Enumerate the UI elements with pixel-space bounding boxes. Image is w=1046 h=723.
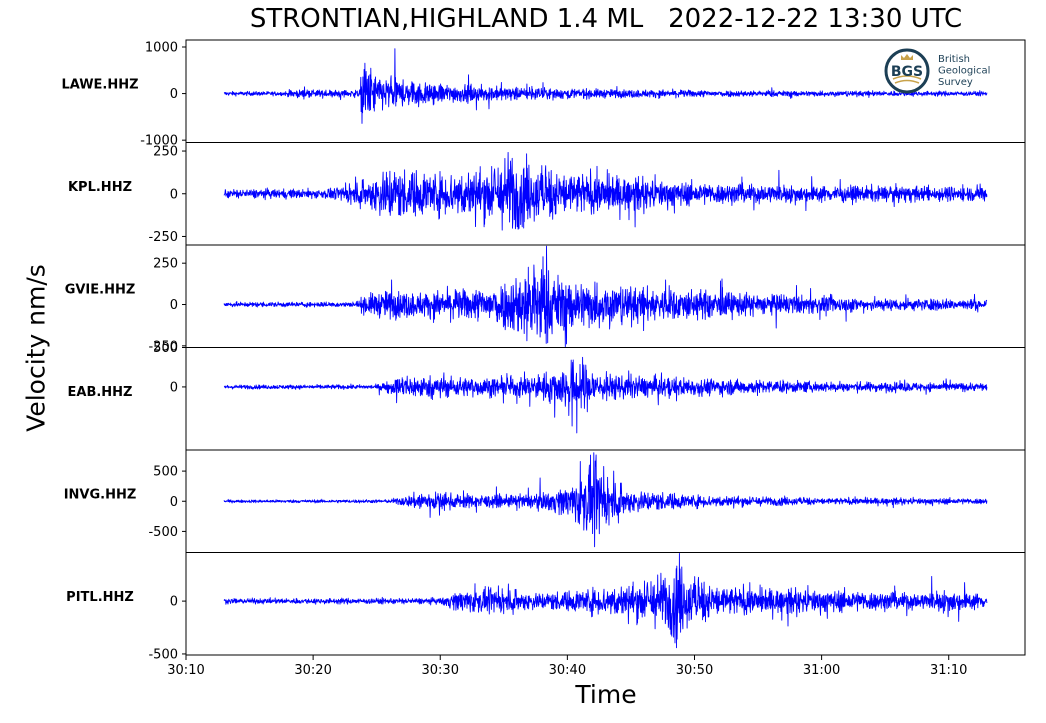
station-label: INVG.HHZ (64, 487, 137, 502)
waveform-trace (223, 245, 988, 348)
y-tick-label: 250 (153, 145, 178, 160)
waveform-trace (223, 452, 988, 548)
panel-kpl-hhz: 250 0 -250 KPL.HHZ (68, 142, 1026, 246)
y-tick-label: -250 (148, 230, 178, 245)
y-tick-label: 500 (153, 465, 178, 480)
x-tick-label: 30:40 (549, 663, 586, 678)
logo-text-line: Survey (938, 77, 973, 88)
waveform-trace (223, 151, 988, 231)
station-label: LAWE.HHZ (61, 77, 138, 92)
station-label: KPL.HHZ (68, 180, 132, 195)
y-tick-label: 0 (170, 595, 178, 610)
x-tick-label: 30:10 (167, 663, 204, 678)
y-tick-label: -1000 (140, 134, 178, 149)
station-label: PITL.HHZ (66, 590, 134, 605)
x-tick-label: 30:50 (676, 663, 713, 678)
x-tick-label: 31:10 (930, 663, 967, 678)
logo-strata (892, 75, 922, 84)
panel-frame (185, 347, 1026, 451)
y-tick-label: 0 (170, 495, 178, 510)
y-tick-label: -500 (148, 647, 178, 662)
logo-text-line: Geological (938, 66, 990, 77)
y-tick-label: -250 (148, 339, 178, 354)
x-tick-label: 31:00 (803, 663, 840, 678)
x-axis-label: Time (575, 680, 637, 709)
chart-title: STRONTIAN,HIGHLAND 1.4 ML 2022-12-22 13:… (249, 4, 963, 34)
y-tick-label: 0 (170, 187, 178, 202)
y-tick-label: 250 (153, 257, 178, 272)
y-tick-label: 0 (170, 87, 178, 102)
panel-pitl-hhz: 0 -500 PITL.HHZ (66, 552, 1026, 662)
x-tick-label: 30:20 (294, 663, 331, 678)
station-label: GVIE.HHZ (65, 282, 136, 297)
logo-abbrev: BGS (891, 64, 923, 80)
panel-gvie-hhz: 250 0 -250 GVIE.HHZ (65, 244, 1026, 354)
waveform-trace (223, 48, 988, 124)
x-tick-label: 30:30 (422, 663, 459, 678)
crown-icon (901, 54, 913, 60)
y-tick-label: 1000 (145, 40, 178, 55)
y-tick-label: -500 (148, 525, 178, 540)
panel-invg-hhz: 500 0 -500 INVG.HHZ (64, 449, 1026, 553)
station-label: EAB.HHZ (68, 385, 133, 400)
panel-frame (185, 552, 1026, 656)
waveform-trace (223, 553, 988, 649)
y-tick-label: 0 (170, 380, 178, 395)
panel-lawe-hhz: 1000 0 -1000 LAWE.HHZ (61, 39, 1026, 149)
logo-ring (884, 48, 930, 94)
y-tick-label: 0 (170, 298, 178, 313)
panel-eab-hhz: 500 0 EAB.HHZ (68, 341, 1026, 451)
waveform-trace (223, 356, 988, 434)
y-tick-label: 500 (153, 341, 178, 356)
logo-text-line: British (938, 54, 970, 65)
